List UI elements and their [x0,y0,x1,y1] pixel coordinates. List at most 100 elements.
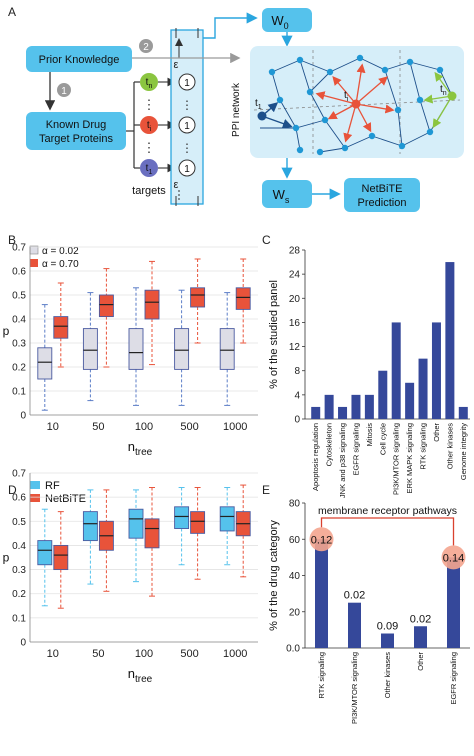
panel-d-label: D [8,483,17,497]
bar [324,394,334,419]
ppi-node-tn [447,91,457,101]
target-dots-2: ⋮ [143,140,156,155]
ws-text: Ws [273,187,290,205]
w0-text: W0 [271,13,288,31]
x-tick-label: RTK signaling [419,423,428,470]
y-tick-label: 0.1 [12,613,26,624]
netbite-prediction-label-1: NetBiTE [362,183,403,195]
vector-one-3 [178,159,196,177]
x-tick-label: 100 [135,648,153,660]
known-drug-label-2: Target Proteins [39,133,113,145]
x-axis-label-sub: tree [135,447,153,458]
target-ti-text: ti [147,120,152,133]
x-tick-label: 10 [47,421,59,433]
target-dots-1: ⋮ [143,97,156,112]
y-tick-label: 0 [20,638,26,649]
x-tick-label: Other kinases [445,423,454,470]
box [53,544,69,571]
vector-one-1 [178,73,196,91]
y-tick-label: 0.1 [12,387,26,398]
y-tick-label: 24 [289,270,301,281]
y-axis-label: % of the studied panel [268,280,280,389]
box [53,316,69,339]
highlight-circle [441,545,466,570]
y-tick-label: 0.2 [12,589,26,600]
step1-circle [57,83,71,97]
x-tick-label: JNK and p38 signaling [338,423,347,498]
x-tick-label: Apoptosis regulation [311,423,320,491]
box-chart-b: 0 0.1 0.2 0.3 0.4 0.5 0.6 0.7 p ntree 10 50 100 500 10… [3,243,258,458]
bar [391,322,401,419]
data-label: 0.02 [344,590,365,602]
box [174,328,190,370]
ppi-ti-t: t [344,90,347,101]
panel-c: C 0 4 8 12 16 20 24 28 % of the studied panel Apo… [262,233,470,498]
y-tick-label: 0.6 [12,267,26,278]
target-t1-text: t1 [146,163,153,176]
pathway-bracket [320,517,455,546]
ppi-edges [260,57,453,153]
ppi-network-label: PPI network [231,82,242,137]
x-tick-label: 500 [180,421,198,433]
ws-sub: s [285,195,290,205]
y-tick-label: 0 [294,415,300,426]
ws-main: W [273,187,286,202]
y-tick-label: 0.4 [12,541,26,552]
x-axis-label-main: n [128,439,135,454]
box [37,347,53,380]
x-tick-label: 500 [180,648,198,660]
x-tick-label: 10 [47,648,59,660]
y-tick-label: 40 [289,571,301,582]
target-tn-text: tn [146,77,153,90]
vector-dots-2: ⋮ [181,141,193,155]
y-tick-label: 0.3 [12,565,26,576]
x-tick-label: 100 [135,421,153,433]
ppi-node-ti [351,99,361,109]
target-t1-sub: 1 [148,169,152,176]
netbite-prediction-box [344,178,420,212]
y-tick-label: 0 [20,411,26,422]
target-node-ti [140,116,158,134]
legend-d-swatch-1 [30,481,40,489]
w0-main: W [271,13,284,28]
y-tick-label: 0.7 [12,469,26,480]
legend-b-swatch-2 [30,259,38,267]
bar [418,358,428,419]
ppi-tn-text: tn [440,84,447,97]
box [128,508,144,539]
prior-knowledge-label: Prior Knowledge [39,54,120,66]
y-axis-label: p [3,324,10,338]
bar [351,394,361,419]
data-label: 0.02 [410,613,431,625]
y-tick-label: 28 [289,246,301,257]
ppi-tn-t: t [440,84,443,95]
x-tick-label: 50 [92,648,104,660]
x-tick-label: Genome integrity [459,423,468,480]
bar [311,406,321,419]
legend-b-label-2: α = 0.70 [42,259,79,270]
x-tick-label: EGFR signaling [449,652,458,705]
vector-dots-1: ⋮ [181,98,193,112]
bar-chart-c: 0 4 8 12 16 20 24 28 % of the studied panel Apopt… [268,246,470,498]
ppi-ti-sub: i [347,96,349,103]
pathway-annotation: membrane receptor pathways [318,505,457,517]
y-tick-label: 20 [289,294,301,305]
step2-number: 2 [143,42,149,53]
ppi-node-t1 [257,111,267,121]
bar [348,602,361,648]
legend-d-label-2: NetBiTE [45,493,86,505]
ppi-nodes [268,54,444,156]
x-tick-label: Other [432,423,441,442]
x-axis-label: ntree [128,439,153,458]
target-ti-sub: i [150,126,152,133]
box [98,294,114,318]
target-tn-t: t [146,77,149,88]
target-t1-t: t [146,163,149,174]
panel-a-label: A [8,5,16,19]
ws-box [262,180,312,208]
box [174,506,190,529]
step1-number: 1 [61,86,67,97]
known-drug-label-1: Known Drug [46,119,107,131]
vector-one-3-text: 1 [184,164,190,175]
x-tick-label: Cytoskeleton [325,423,334,466]
